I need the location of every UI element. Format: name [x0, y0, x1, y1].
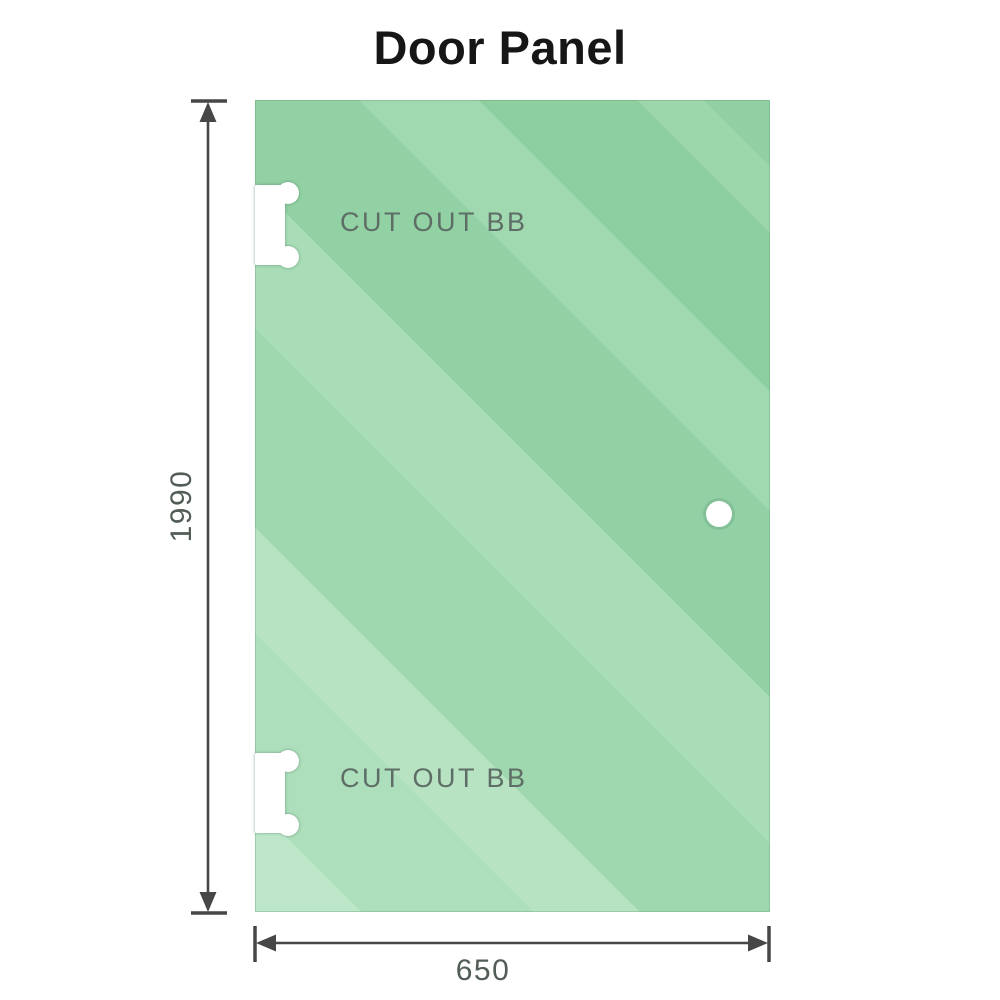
hinge-cutout-top-icon: [255, 182, 299, 268]
diagram-title: Door Panel: [373, 21, 627, 74]
handle-hole-icon: [706, 501, 732, 527]
width-dimension-label: 650: [455, 954, 511, 987]
hinge-cutout-bottom-icon: [255, 750, 299, 836]
cutout-bottom-label: CUT OUT BB: [340, 763, 528, 793]
cutout-top-label: CUT OUT BB: [340, 207, 528, 237]
height-dimension-label: 1990: [165, 469, 198, 543]
glass-panel: CUT OUT BB CUT OUT BB: [255, 100, 770, 912]
